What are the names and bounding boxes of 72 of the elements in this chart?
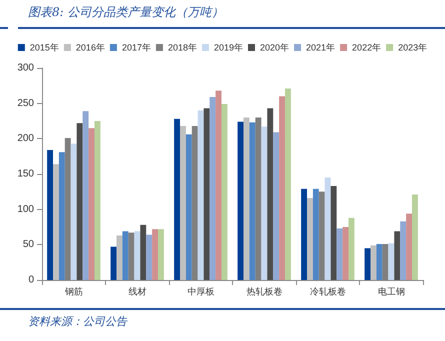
bar	[198, 110, 204, 280]
y-tick-label: 50	[22, 239, 34, 250]
bar	[158, 229, 164, 280]
bar	[238, 122, 244, 280]
y-tick-label: 300	[17, 62, 34, 74]
bar	[364, 248, 371, 280]
legend-label: 2016年	[76, 42, 105, 52]
bar	[88, 128, 94, 280]
text: 资料来源：公司公告	[28, 314, 127, 329]
bar	[330, 186, 337, 280]
x-tick-label: 冷轧板卷	[310, 286, 346, 298]
bar	[394, 231, 400, 280]
bar	[244, 117, 250, 280]
bar	[249, 122, 256, 280]
bar	[267, 108, 274, 280]
bar	[53, 164, 59, 280]
x-tick-label: 线材	[128, 286, 146, 298]
bar	[324, 178, 331, 280]
legend-label: 2020年	[260, 42, 290, 52]
y-tick-label: 100	[17, 204, 34, 215]
x-tick-label: 中厚板	[187, 286, 214, 298]
bar	[140, 224, 146, 280]
bar	[312, 188, 319, 280]
y-tick-label: 200	[17, 133, 34, 144]
bar	[70, 144, 77, 280]
bar	[221, 104, 228, 280]
bar	[370, 245, 376, 280]
legend-label: 2023年	[398, 42, 428, 52]
bar	[58, 152, 65, 280]
bar	[110, 246, 117, 280]
bar	[342, 227, 348, 280]
x-tick-label: 电工钢	[378, 286, 405, 298]
bar	[376, 244, 382, 280]
bar	[186, 134, 192, 280]
bar	[412, 194, 418, 280]
bar	[134, 231, 140, 280]
bar	[388, 243, 394, 280]
legend-label: 2019年	[214, 42, 244, 52]
legend-label: 2021年	[306, 42, 336, 52]
legend-label: 2022年	[352, 42, 382, 52]
bar	[400, 221, 406, 280]
bar	[47, 150, 54, 280]
bar	[301, 188, 308, 280]
bar	[348, 218, 354, 280]
bar	[174, 118, 180, 280]
bar	[122, 231, 128, 280]
bar	[180, 126, 186, 280]
chart-title: 图表8: 公司分品类产量变化（万吨）	[28, 4, 224, 21]
bar	[406, 214, 412, 280]
legend-label: 2015年	[30, 42, 59, 52]
bar	[210, 96, 216, 280]
bar	[204, 108, 210, 280]
bar	[76, 123, 83, 280]
bar	[279, 96, 285, 280]
y-tick-label: 250	[17, 98, 34, 109]
y-tick-label: 150	[17, 168, 34, 180]
legend-label: 2018年	[168, 42, 197, 52]
bar	[146, 234, 152, 280]
bar	[307, 198, 313, 280]
x-tick-label: 钢筋	[64, 286, 83, 298]
bar	[336, 228, 343, 280]
bar	[216, 90, 222, 280]
bar	[284, 88, 291, 280]
bar	[116, 235, 122, 280]
bar	[82, 111, 89, 280]
bar	[261, 126, 268, 280]
x-tick-label: 热轧板卷	[246, 286, 282, 298]
bar	[273, 132, 280, 280]
bar	[94, 121, 100, 280]
y-tick-label: 0	[28, 274, 34, 286]
legend-label: 2017年	[122, 42, 151, 52]
bar	[152, 229, 158, 280]
